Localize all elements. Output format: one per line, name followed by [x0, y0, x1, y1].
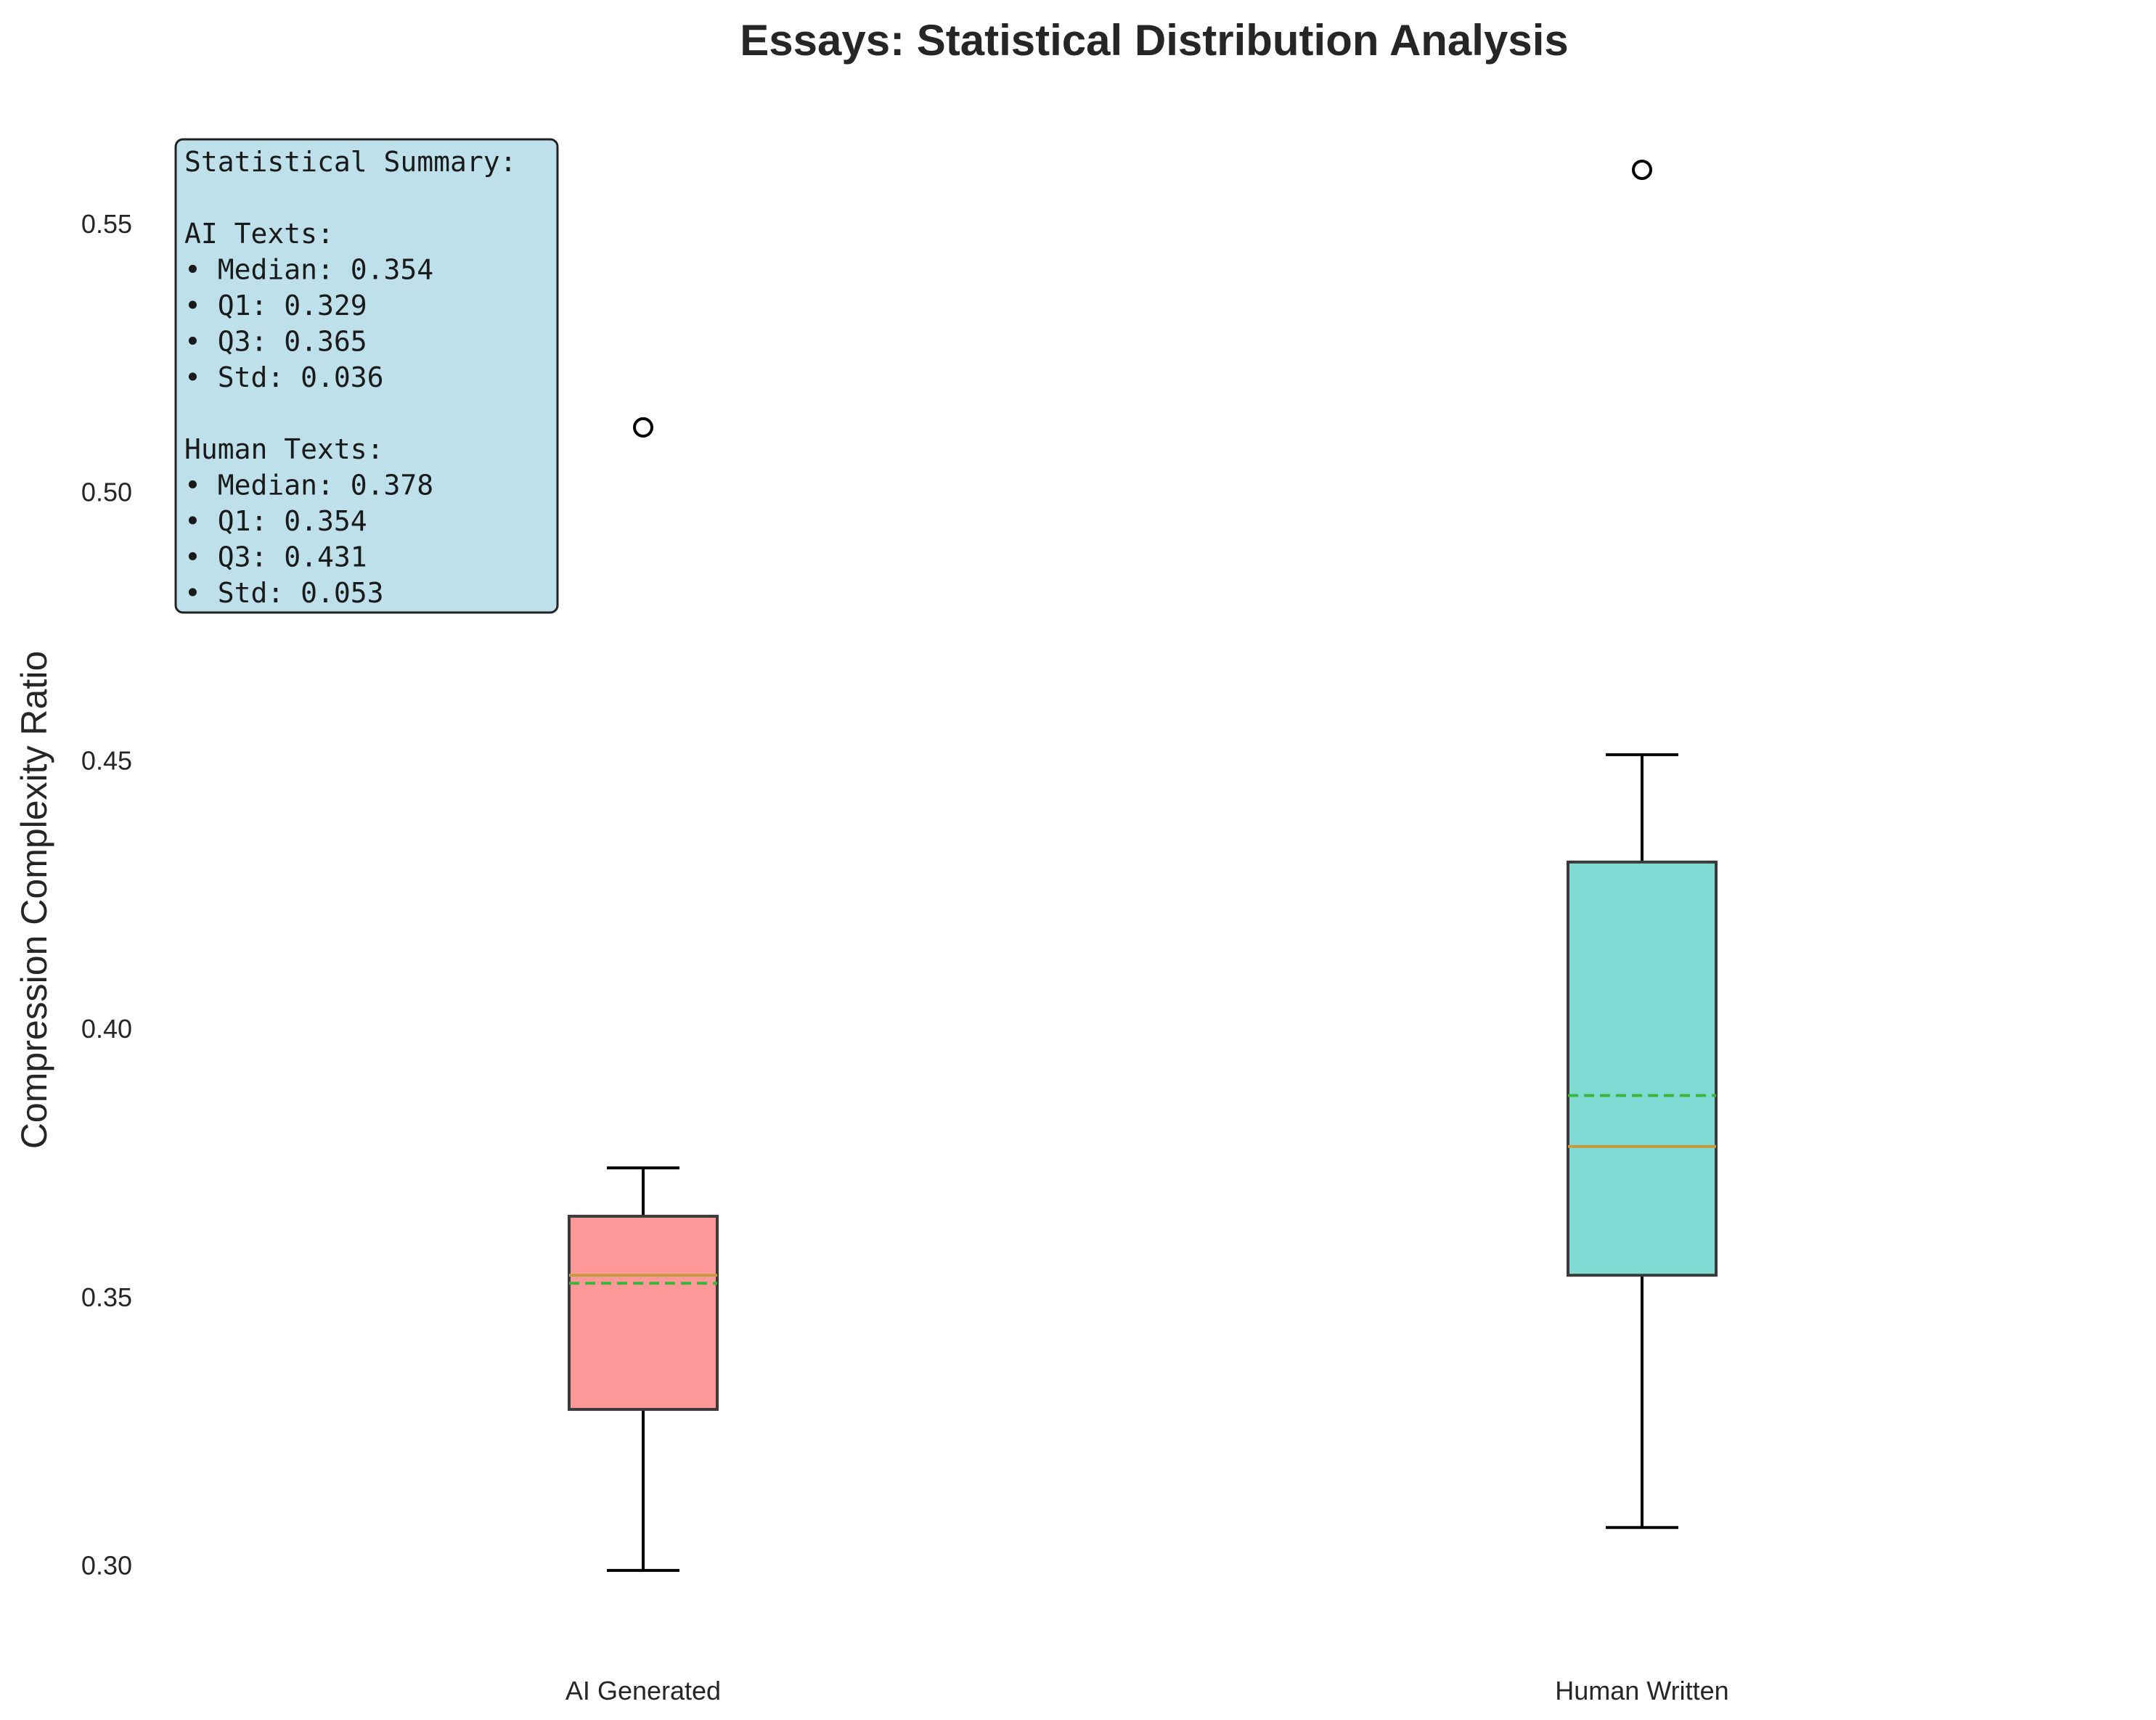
summary-line: • Median: 0.354	[184, 254, 433, 286]
statistical-summary-box: Statistical Summary: AI Texts: • Median: 0…	[174, 138, 559, 614]
y-tick-label: 0.35	[81, 1282, 132, 1312]
box-group	[568, 417, 719, 1572]
x-tick-label: Human Written	[1555, 1676, 1728, 1705]
x-axis-ticks: AI Generated Human Written	[565, 1676, 1729, 1705]
summary-box-background	[174, 138, 559, 614]
summary-line: Statistical Summary:	[184, 146, 517, 178]
y-tick-label: 0.30	[81, 1550, 132, 1580]
summary-line: AI Texts:	[184, 218, 334, 250]
outlier-point	[1632, 159, 1652, 180]
y-axis-label: Compression Complexity Ratio	[14, 651, 54, 1149]
summary-line: Human Texts:	[184, 433, 384, 465]
summary-line: • Q1: 0.354	[184, 505, 367, 537]
y-tick-label: 0.40	[81, 1014, 132, 1044]
iqr-box	[1567, 860, 1718, 1277]
summary-line: • Q3: 0.431	[184, 541, 367, 573]
y-tick-label: 0.55	[81, 209, 132, 239]
chart-title: Essays: Statistical Distribution Analysi…	[740, 16, 1569, 65]
outlier-point	[633, 417, 653, 438]
summary-line: • Q3: 0.365	[184, 326, 367, 358]
y-tick-label: 0.45	[81, 745, 132, 775]
summary-line: • Median: 0.378	[184, 470, 433, 501]
summary-text: Statistical Summary: AI Texts: • Median: 0…	[184, 146, 517, 609]
iqr-box	[568, 1214, 719, 1412]
box-group	[1567, 159, 1718, 1529]
summary-line: • Std: 0.036	[184, 361, 384, 393]
y-axis-ticks: 0.30 0.35 0.40 0.45 0.50 0.55	[81, 209, 132, 1581]
boxes-layer	[568, 159, 1718, 1572]
summary-line: • Q1: 0.329	[184, 290, 367, 322]
summary-line: • Std: 0.053	[184, 577, 384, 609]
y-tick-label: 0.50	[81, 478, 132, 507]
x-tick-label: AI Generated	[565, 1676, 721, 1705]
